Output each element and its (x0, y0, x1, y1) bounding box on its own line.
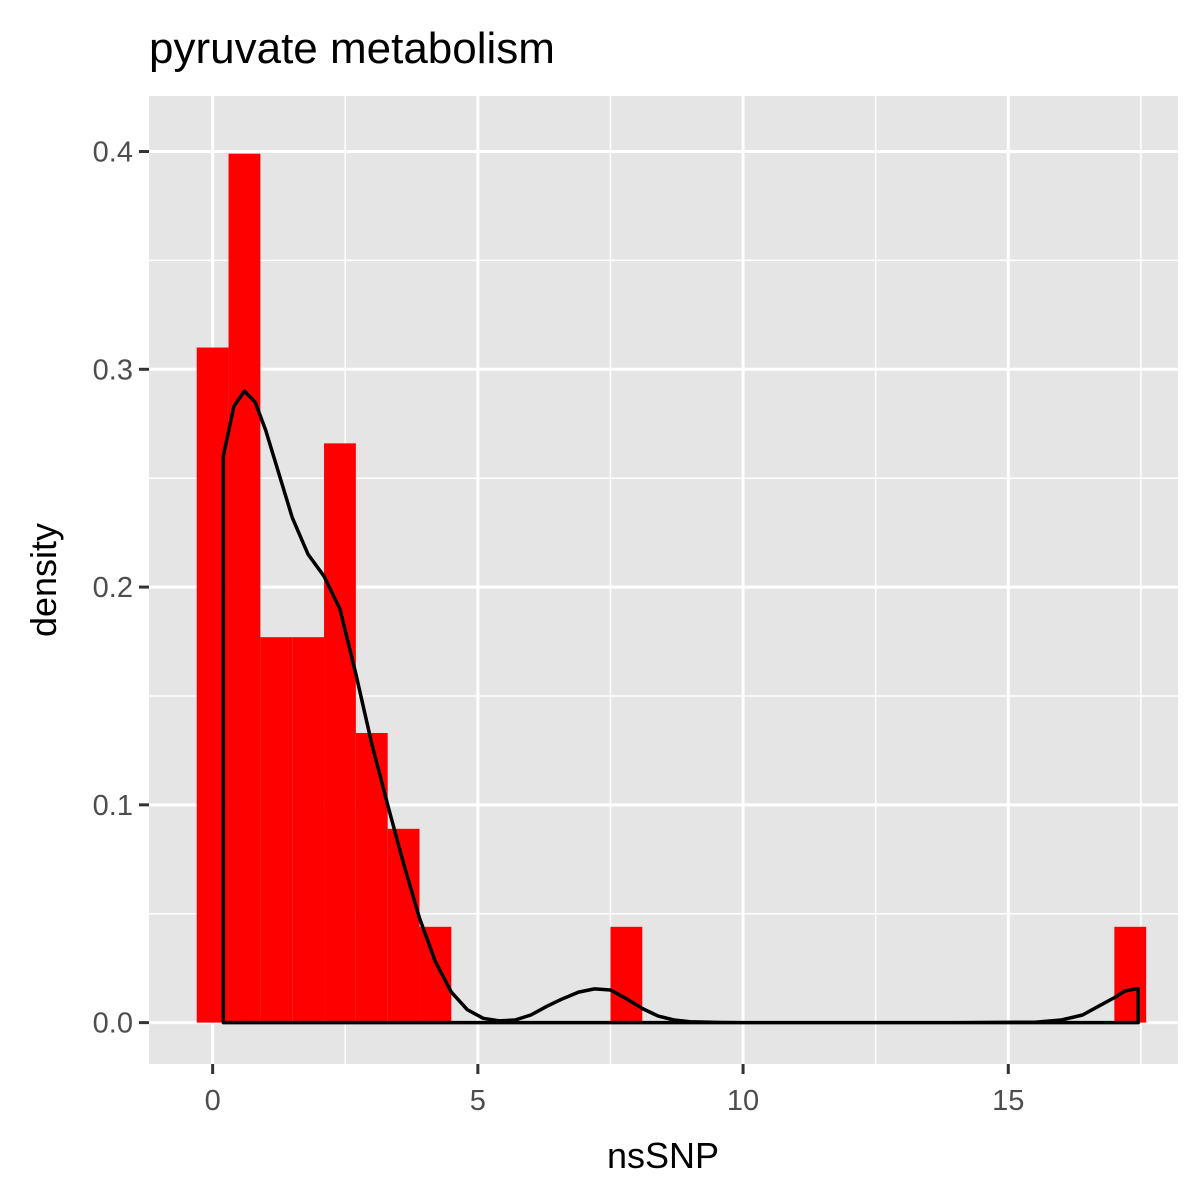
x-tick-label: 0 (205, 1085, 221, 1117)
y-tick-label: 0.2 (93, 572, 133, 604)
histogram-bar (1114, 926, 1147, 1023)
histogram-bar (324, 443, 356, 1023)
y-tick-label: 0.1 (93, 790, 133, 822)
y-tick-label: 0.3 (93, 354, 133, 386)
density-curve (221, 389, 1140, 1025)
x-axis-title: nsSNP (607, 1135, 719, 1176)
histogram-bar (260, 637, 293, 1023)
y-axis-title: density (23, 523, 64, 637)
histogram-bar (419, 926, 452, 1023)
x-tick-label: 15 (992, 1085, 1024, 1117)
minor-gridlines (149, 96, 1178, 1064)
y-tick-label: 0.4 (93, 137, 133, 169)
major-gridlines (149, 96, 1178, 1064)
y-tick-label: 0.0 (93, 1008, 133, 1040)
histogram-bar (292, 637, 325, 1023)
histogram-bar (228, 153, 261, 1023)
histogram-bar (610, 926, 643, 1023)
chart-title: pyruvate metabolism (149, 24, 555, 73)
histogram-bar (355, 732, 388, 1023)
x-tick-label: 10 (727, 1085, 759, 1117)
x-axis-ticks: 0 5 10 15 (205, 1064, 1024, 1117)
x-tick-label: 5 (470, 1085, 486, 1117)
y-axis-ticks: 0.0 0.1 0.2 0.3 0.4 (93, 137, 149, 1040)
